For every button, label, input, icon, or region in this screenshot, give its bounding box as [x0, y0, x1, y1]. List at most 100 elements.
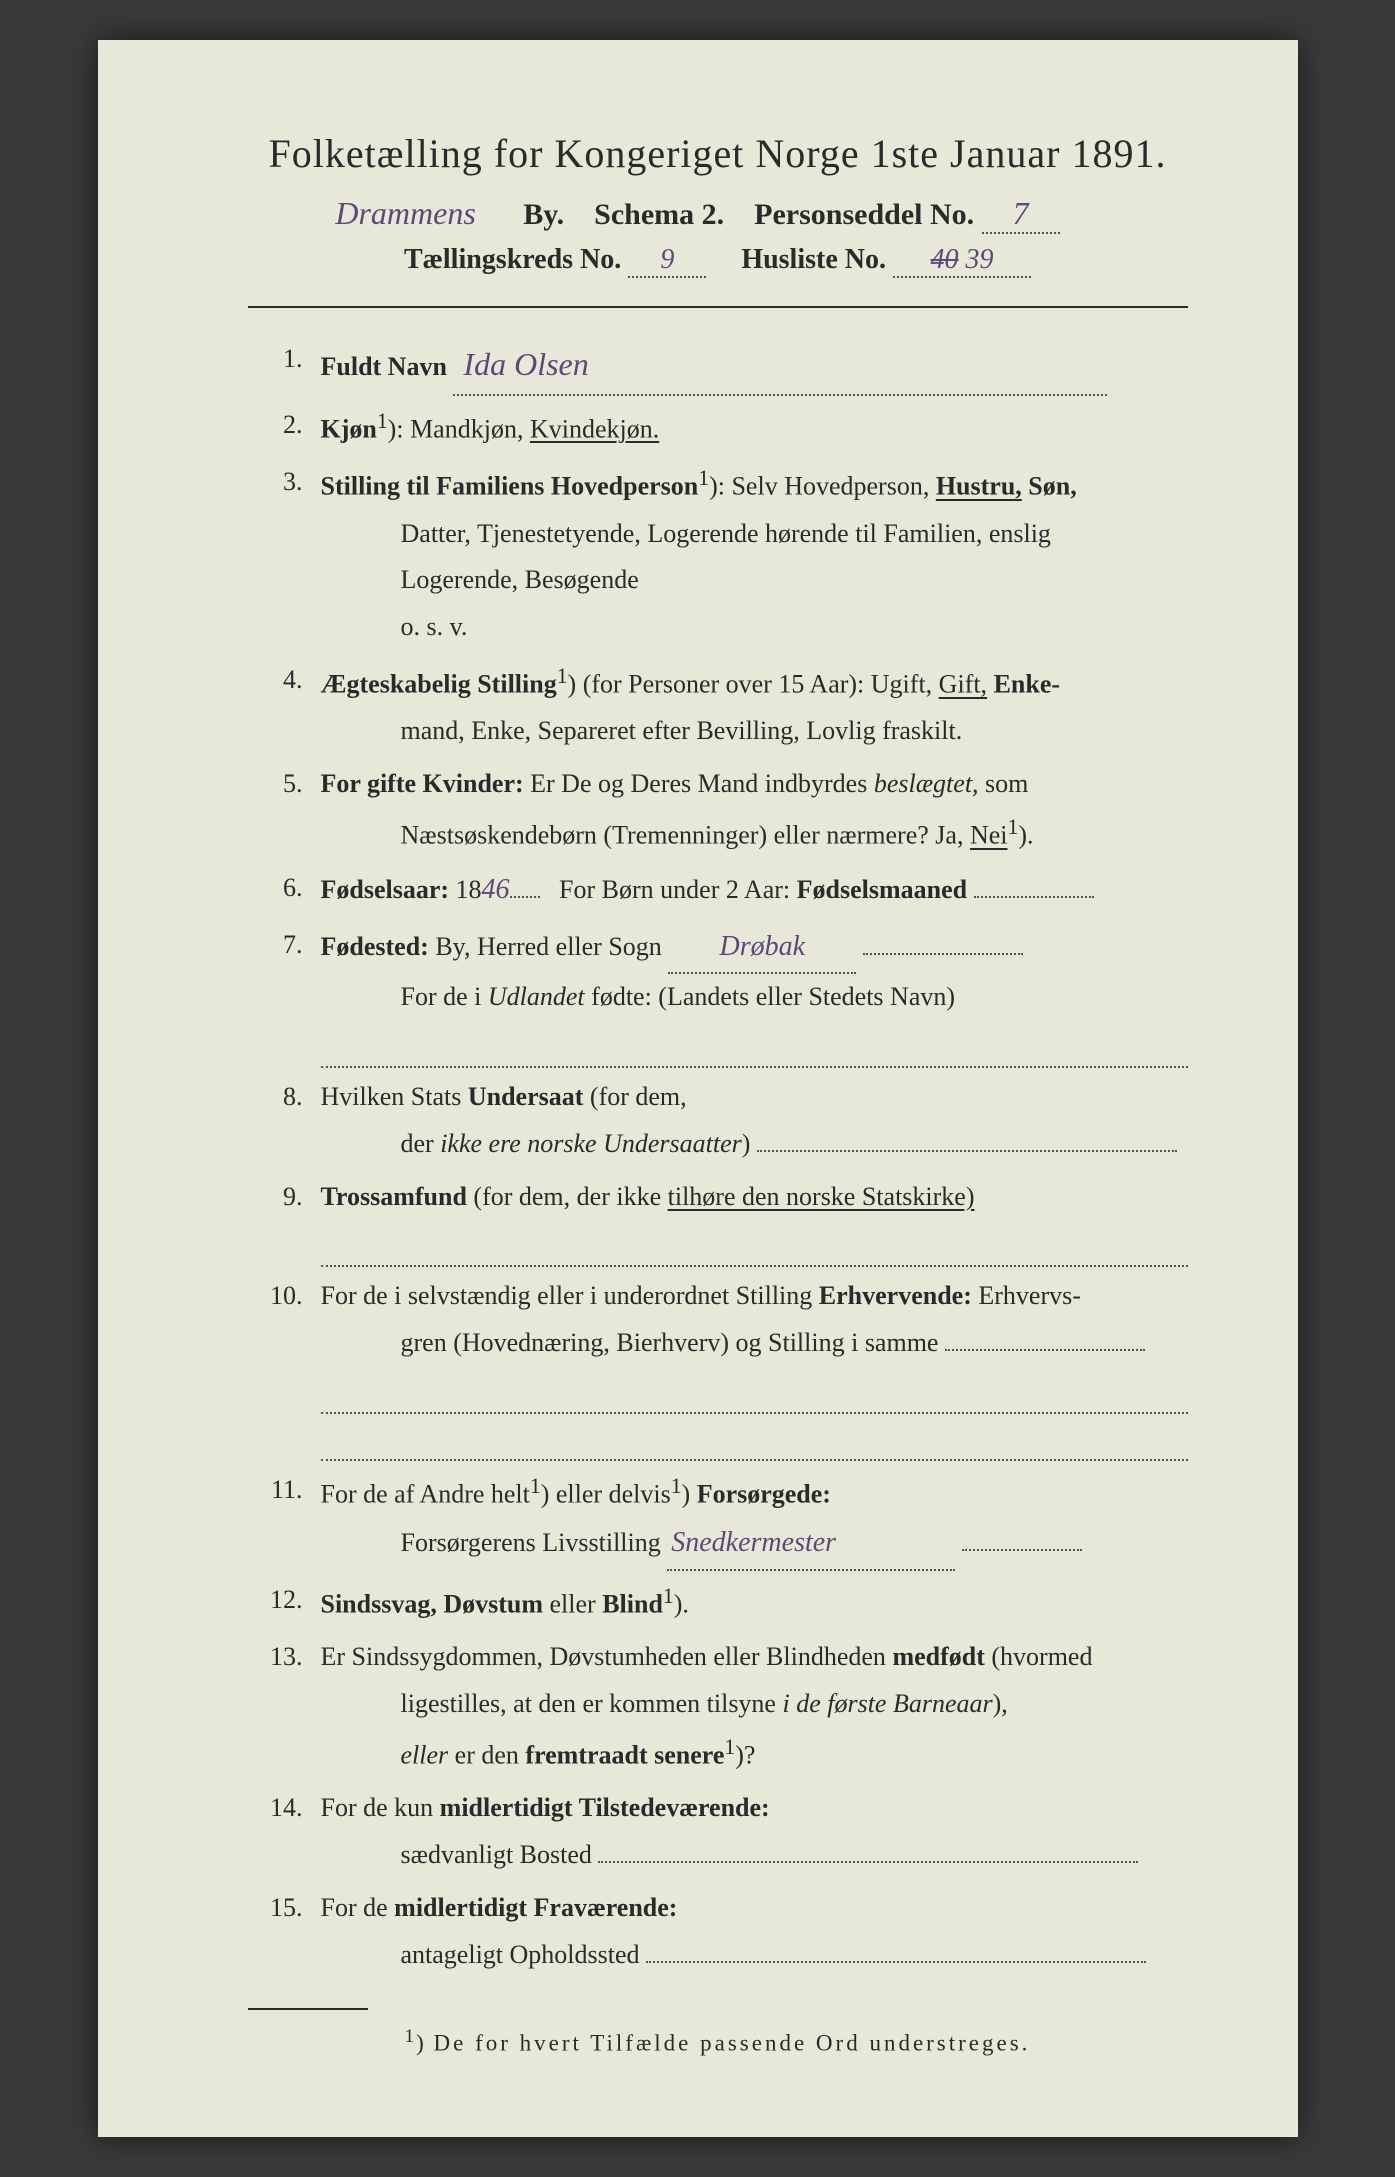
subheading-line-2: Tællingskreds No. 9 Husliste No. 40 39 [248, 244, 1188, 278]
q8-line2a: der [401, 1129, 434, 1158]
item-number: 12. [248, 1577, 321, 1628]
item-13: 13. Er Sindssygdommen, Døvstumheden elle… [248, 1634, 1188, 1779]
q11-value: Snedkermester [667, 1518, 955, 1570]
q10-blank [945, 1349, 1145, 1351]
sup: 1 [698, 466, 709, 490]
footnote-sup: 1 [405, 2026, 417, 2047]
q6-label2: Fødselsmaaned [797, 875, 967, 904]
q7-line2b: fødte: (Landets eller Stedets Navn) [591, 982, 955, 1011]
q2-opt-b: Kvindekjøn. [530, 414, 659, 443]
q10-blank-line-2 [321, 1420, 1188, 1461]
q9-text-a: (for dem, der ikke [473, 1182, 661, 1211]
q4-label: Ægteskabelig Stilling [321, 670, 557, 699]
q13-line3a: eller [401, 1741, 449, 1770]
husliste-label: Husliste No. [741, 244, 886, 275]
q2-label: Kjøn [321, 414, 377, 443]
item-7: 7. Fødested: By, Herred eller Sogn Drøba… [248, 922, 1188, 1068]
q8-b: Undersaat [468, 1082, 584, 1111]
q1-value: Ida Olsen [453, 336, 1107, 396]
item-number: 3. [248, 459, 321, 651]
q15-a: For de [321, 1893, 388, 1922]
husliste-field: 40 39 [893, 244, 1031, 278]
item-number: 1. [248, 336, 321, 396]
q9-blank-line [321, 1226, 1188, 1267]
q5-line2a: Næstsøskendebørn (Tremenninger) eller næ… [401, 821, 964, 850]
q7-value: Drøbak [668, 922, 856, 974]
item-number: 5. [248, 761, 321, 859]
q10-b: Erhvervende: [819, 1281, 972, 1310]
q6-prefix: 18 [456, 875, 482, 904]
item-number: 8. [248, 1074, 321, 1168]
q12-c: Blind [602, 1589, 663, 1618]
item-12: 12. Sindssvag, Døvstum eller Blind1). [248, 1577, 1188, 1628]
item-number: 2. [248, 402, 321, 453]
item-number: 13. [248, 1634, 321, 1779]
q13-line2a: ligestilles, at den er kommen tilsyne [401, 1689, 776, 1718]
footnote-text: De for hvert Tilfælde passende Ord under… [434, 2031, 1031, 2056]
item-number: 15. [248, 1885, 321, 1979]
husliste-struck: 40 [931, 244, 959, 275]
sup: 1 [530, 1474, 541, 1498]
q11-b: eller delvis [556, 1480, 671, 1509]
item-15: 15. For de midlertidigt Fraværende: anta… [248, 1885, 1188, 1979]
q5-em: beslægtet, [874, 769, 979, 798]
q2-opt-a: Mandkjøn, [410, 414, 523, 443]
q3-line2: Datter, Tjenestetyende, Logerende hørend… [321, 511, 1188, 558]
q6-year: 46 [482, 874, 510, 905]
q5-label: For gifte Kvinder: [321, 769, 524, 798]
item-number: 14. [248, 1785, 321, 1879]
q3-line3: Logerende, Besøgende [321, 557, 1188, 604]
item-5: 5. For gifte Kvinder: Er De og Deres Man… [248, 761, 1188, 859]
q11-blank [962, 1549, 1082, 1551]
q13-c: (hvormed [991, 1642, 1092, 1671]
q7-line2em: Udlandet [488, 982, 585, 1011]
sup: 1 [1008, 815, 1019, 839]
item-number: 11. [248, 1467, 321, 1571]
sup: 1 [671, 1474, 682, 1498]
q6-label: Fødselsaar: [321, 875, 450, 904]
item-3: 3. Stilling til Familiens Hovedperson1):… [248, 459, 1188, 651]
by-label: By. [523, 198, 564, 231]
q5-text: Er De og Deres Mand indbyrdes [530, 769, 867, 798]
q7-blank [863, 953, 1023, 955]
footnote-rule [248, 2008, 368, 2010]
item-number: 6. [248, 865, 321, 915]
city-handwritten: Drammens [335, 195, 475, 231]
subheading-line-1: Drammens By. Schema 2. Personseddel No. … [248, 195, 1188, 234]
q10-a: For de i selvstændig eller i underordnet… [321, 1281, 813, 1310]
divider [248, 306, 1188, 308]
q13-a: Er Sindssygdommen, Døvstumheden eller Bl… [321, 1642, 886, 1671]
q14-blank [598, 1861, 1138, 1863]
q8-blank [757, 1150, 1177, 1152]
item-8: 8. Hvilken Stats Undersaat (for dem, der… [248, 1074, 1188, 1168]
q7-label: Fødested: [321, 932, 429, 961]
q11-a: For de af Andre helt [321, 1480, 530, 1509]
q12-b: eller [550, 1589, 596, 1618]
personseddel-label: Personseddel No. [754, 198, 974, 231]
sup: 1 [557, 664, 568, 688]
q4-paren: (for Personer over 15 Aar): [583, 670, 865, 699]
q13-line3c: fremtraadt senere [525, 1741, 724, 1770]
q5-nei: Nei [970, 821, 1008, 850]
q15-b: midlertidigt Fraværende: [394, 1893, 677, 1922]
q4-ugift: Ugift, [871, 670, 932, 699]
q10-c: Erhvervs- [978, 1281, 1081, 1310]
item-14: 14. For de kun midlertidigt Tilstedevære… [248, 1785, 1188, 1879]
page-title: Folketælling for Kongeriget Norge 1ste J… [248, 130, 1188, 177]
item-number: 9. [248, 1174, 321, 1268]
q8-a: Hvilken Stats [321, 1082, 462, 1111]
item-1: 1. Fuldt Navn Ida Olsen [248, 336, 1188, 396]
q7-text: By, Herred eller Sogn [435, 932, 661, 961]
footnote: 1) De for hvert Tilfælde passende Ord un… [248, 2026, 1188, 2057]
q4-enke: Enke- [994, 670, 1060, 699]
q8-c: (for dem, [590, 1082, 687, 1111]
q14-b: midlertidigt Tilstedeværende: [440, 1793, 770, 1822]
q9-und: tilhøre den norske Statskirke) [668, 1182, 975, 1211]
husliste-no: 39 [966, 244, 994, 275]
item-11: 11. For de af Andre helt1) eller delvis1… [248, 1467, 1188, 1571]
q5-som: som [985, 769, 1028, 798]
q13-line2em: i de første Barneaar [782, 1689, 992, 1718]
census-form-page: Folketælling for Kongeriget Norge 1ste J… [98, 40, 1298, 2137]
q11-c: Forsørgede: [697, 1480, 831, 1509]
personseddel-no: 7 [982, 195, 1060, 234]
